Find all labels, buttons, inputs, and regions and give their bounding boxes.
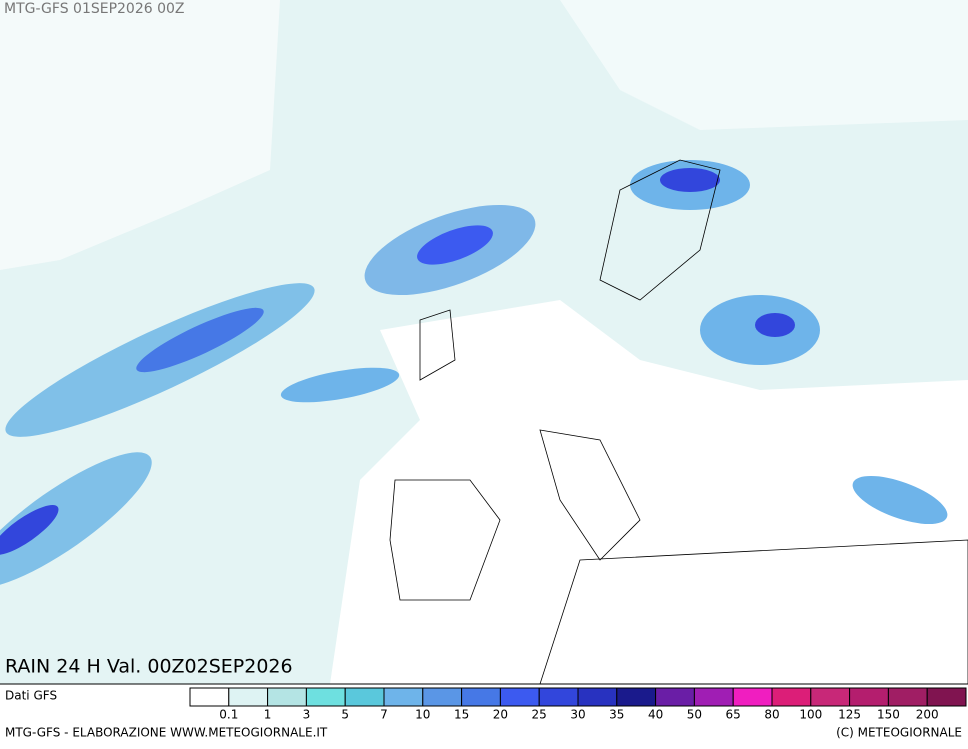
legend-swatch — [732, 687, 773, 707]
rain-core — [0, 505, 59, 555]
legend-swatch — [383, 687, 424, 707]
legend-label: 15 — [454, 708, 469, 722]
dry-area — [560, 0, 968, 130]
legend-swatch — [849, 687, 889, 707]
coastline — [419, 159, 721, 381]
legend-label: 40 — [648, 708, 663, 722]
legend-swatch — [499, 687, 540, 707]
rain-band — [280, 367, 400, 403]
legend-swatch — [577, 687, 618, 707]
legend-source: Dati GFS — [5, 689, 57, 703]
legend-swatch — [344, 687, 385, 707]
legend-label: 0.1 — [219, 708, 238, 722]
legend-swatch — [887, 687, 928, 707]
legend-swatch — [461, 687, 501, 707]
rain-core — [417, 225, 493, 265]
legend-label: 30 — [570, 708, 585, 722]
legend-swatch — [538, 687, 579, 707]
map: MTG-GFS 01SEP2026 00Z RAIN 24 H Val. 00Z… — [0, 0, 968, 685]
legend-swatch — [189, 687, 230, 707]
legend-swatch — [693, 687, 734, 707]
legend-swatch — [228, 687, 269, 707]
rain-core — [660, 168, 720, 192]
legend-swatch — [926, 687, 967, 707]
rain-band — [852, 475, 948, 525]
legend-label: 50 — [687, 708, 702, 722]
coastline — [389, 429, 968, 685]
legend-label: 3 — [303, 708, 311, 722]
legend-swatch — [771, 687, 812, 707]
legend-label: 10 — [415, 708, 430, 722]
legend-label: 125 — [838, 708, 861, 722]
legend-swatch — [655, 687, 695, 707]
legend-label: 35 — [609, 708, 624, 722]
legend-swatch — [422, 687, 463, 707]
map-header: MTG-GFS 01SEP2026 00Z — [4, 1, 185, 17]
legend-label: 5 — [341, 708, 349, 722]
legend-label: 7 — [380, 708, 388, 722]
legend-swatch — [305, 687, 346, 707]
legend-label: 150 — [877, 708, 900, 722]
legend-label: 100 — [799, 708, 822, 722]
map-caption: RAIN 24 H Val. 00Z02SEP2026 — [5, 656, 293, 678]
footer-left: MTG-GFS - ELABORAZIONE WWW.METEOGIORNALE… — [5, 726, 328, 740]
legend-swatch — [267, 687, 307, 707]
legend-label: 80 — [764, 708, 779, 722]
greenland — [0, 0, 280, 270]
legend: 0.1 1 3 5 7 10 15 20 25 30 35 40 50 65 80 100 125 150 200 — [189, 687, 967, 722]
rain-core — [755, 313, 795, 337]
legend-swatch — [616, 687, 657, 707]
legend-label: 65 — [726, 708, 741, 722]
dry-area — [330, 300, 968, 684]
rain-core — [136, 307, 264, 373]
legend-swatch — [810, 687, 851, 707]
legend-label: 1 — [264, 708, 272, 722]
footer-right: (C) METEOGIORNALE — [836, 726, 962, 740]
legend-label: 200 — [916, 708, 939, 722]
legend-label: 25 — [532, 708, 547, 722]
legend-label: 20 — [493, 708, 508, 722]
rain-band — [0, 452, 152, 588]
